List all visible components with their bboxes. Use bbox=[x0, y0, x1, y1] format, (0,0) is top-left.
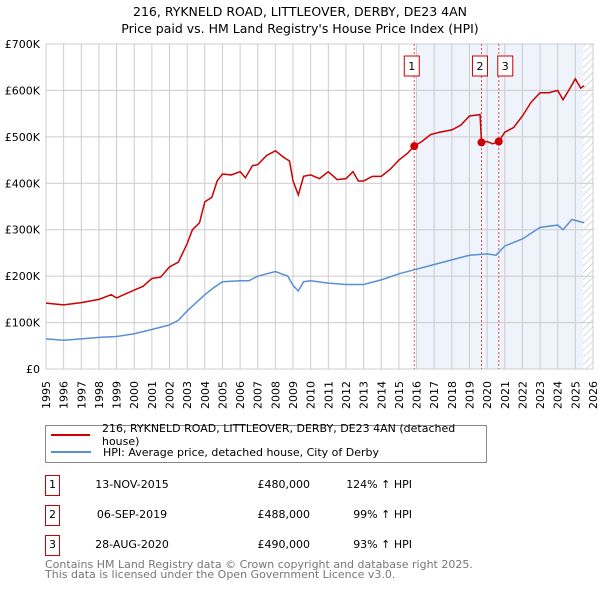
sale-label: 1 bbox=[408, 60, 415, 73]
sale-label: 3 bbox=[502, 60, 509, 73]
sale-label-box bbox=[471, 55, 488, 77]
x-tick-label: 2015 bbox=[393, 381, 406, 409]
x-tick-label: 2026 bbox=[587, 381, 600, 409]
sale-hpi-change: 124% ↑ HPI bbox=[346, 478, 412, 491]
sale-date: 13-NOV-2015 bbox=[95, 478, 169, 491]
x-tick-label: 2023 bbox=[534, 381, 547, 409]
sale-label-box bbox=[403, 55, 420, 77]
x-tick-label: 2020 bbox=[481, 381, 494, 409]
footer-line-2: This data is licensed under the Open Gov… bbox=[45, 568, 396, 581]
sale-label-box bbox=[497, 55, 514, 77]
x-tick-label: 2005 bbox=[216, 381, 229, 409]
legend-label-property: 216, RYKNELD ROAD, LITTLEOVER, DERBY, DE… bbox=[101, 422, 456, 448]
sale-price: £480,000 bbox=[257, 478, 311, 491]
y-tick-label: £200K bbox=[5, 270, 41, 283]
x-tick-label: 2021 bbox=[499, 381, 512, 409]
x-tick-label: 2024 bbox=[552, 381, 565, 409]
sale-point bbox=[494, 137, 503, 146]
y-tick-label: £500K bbox=[5, 131, 41, 144]
x-tick-label: 2000 bbox=[128, 381, 141, 409]
sale-date: 28-AUG-2020 bbox=[95, 538, 169, 551]
x-tick-label: 2001 bbox=[146, 381, 159, 409]
sale-price: £490,000 bbox=[257, 538, 311, 551]
x-tick-label: 2009 bbox=[287, 381, 300, 409]
price-chart: 1995 1996 1997 1998 1999 2000 2001 2002 2003 2004… bbox=[5, 38, 600, 409]
sale-number-badge: 3 bbox=[45, 535, 60, 556]
sale-hpi-change: 93% ↑ HPI bbox=[353, 538, 412, 551]
x-tick-label: 1998 bbox=[93, 381, 106, 409]
x-tick-label: 2014 bbox=[375, 381, 388, 409]
y-tick-label: £300K bbox=[5, 224, 41, 237]
sale-price: £488,000 bbox=[257, 508, 311, 521]
x-tick-label: 2008 bbox=[269, 381, 282, 409]
sale-hpi-change: 99% ↑ HPI bbox=[353, 508, 412, 521]
y-tick-label: £700K bbox=[5, 38, 41, 51]
y-tick-label: £600K bbox=[5, 84, 41, 97]
forecast-shaded-region bbox=[416, 44, 584, 369]
x-tick-label: 2013 bbox=[358, 381, 371, 409]
x-tick-label: 2019 bbox=[463, 381, 476, 409]
x-tick-label: 1999 bbox=[111, 381, 124, 409]
legend-red-line bbox=[51, 434, 90, 436]
x-tick-label: 2007 bbox=[252, 381, 265, 409]
x-tick-label: 2010 bbox=[305, 381, 318, 409]
chart-subtitle: Price paid vs. HM Land Registry's House … bbox=[121, 21, 479, 36]
sale-label: 2 bbox=[476, 60, 483, 73]
x-tick-label: 2004 bbox=[199, 381, 212, 409]
x-tick-label: 2025 bbox=[569, 381, 582, 409]
x-tick-label: 2016 bbox=[411, 381, 424, 409]
y-tick-label: £100K bbox=[5, 317, 41, 330]
sale-number-badge: 2 bbox=[45, 505, 60, 526]
x-tick-label: 2018 bbox=[446, 381, 459, 409]
sale-point bbox=[410, 142, 419, 151]
legend-blue-line bbox=[51, 451, 91, 453]
x-tick-label: 2017 bbox=[428, 381, 441, 409]
x-tick-label: 2006 bbox=[234, 381, 247, 409]
legend: 216, RYKNELD ROAD, LITTLEOVER, DERBY, DE… bbox=[45, 422, 487, 463]
sale-point bbox=[477, 138, 486, 147]
y-tick-label: £400K bbox=[5, 177, 41, 190]
footer: Contains HM Land Registry data © Crown c… bbox=[45, 558, 473, 581]
x-tick-label: 1997 bbox=[75, 381, 88, 409]
x-tick-label: 1996 bbox=[58, 381, 71, 409]
sale-number-badge: 1 bbox=[45, 475, 60, 496]
y-tick-label: £0 bbox=[26, 363, 40, 376]
x-tick-label: 2012 bbox=[340, 381, 353, 409]
hatched-region bbox=[583, 44, 593, 369]
chart-title: 216, RYKNELD ROAD, LITTLEOVER, DERBY, DE… bbox=[133, 4, 467, 19]
plot-frame bbox=[45, 43, 594, 370]
footer-line-1: Contains HM Land Registry data © Crown c… bbox=[45, 558, 473, 571]
x-tick-label: 2002 bbox=[164, 381, 177, 409]
property-price-line bbox=[45, 77, 585, 306]
hpi-line bbox=[45, 218, 585, 341]
x-tick-label: 1995 bbox=[40, 381, 53, 409]
legend-label-hpi: HPI: Average price, detached house, City… bbox=[103, 445, 380, 459]
x-tick-label: 2022 bbox=[516, 381, 529, 409]
x-tick-label: 2003 bbox=[181, 381, 194, 409]
sale-date: 06-SEP-2019 bbox=[96, 508, 168, 521]
x-tick-label: 2011 bbox=[322, 381, 335, 409]
